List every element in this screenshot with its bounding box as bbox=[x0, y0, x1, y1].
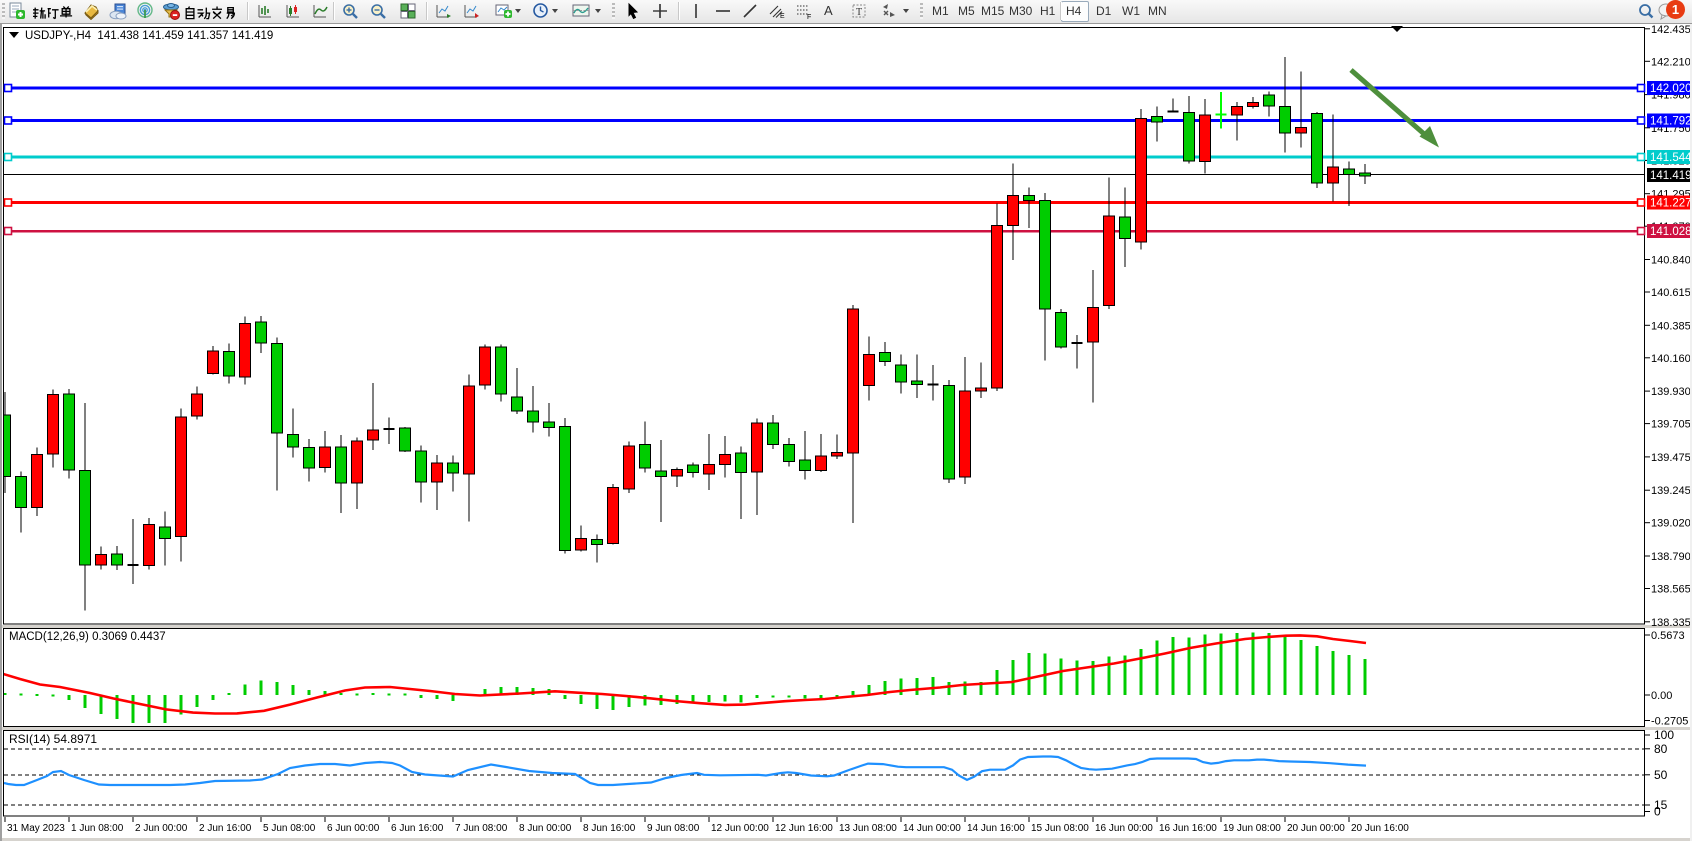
svg-text:141.028: 141.028 bbox=[1650, 226, 1692, 238]
svg-text:2 Jun 16:00: 2 Jun 16:00 bbox=[199, 823, 252, 834]
svg-text:138.335: 138.335 bbox=[1651, 617, 1691, 629]
svg-text:0.5673: 0.5673 bbox=[1651, 630, 1685, 642]
svg-text:140.160: 140.160 bbox=[1651, 353, 1691, 365]
svg-text:20 Jun 16:00: 20 Jun 16:00 bbox=[1351, 823, 1409, 834]
svg-text:6 Jun 16:00: 6 Jun 16:00 bbox=[391, 823, 444, 834]
svg-text:142.020: 142.020 bbox=[1650, 83, 1692, 95]
svg-text:12 Jun 00:00: 12 Jun 00:00 bbox=[711, 823, 769, 834]
svg-text:50: 50 bbox=[1654, 768, 1668, 782]
svg-text:138.565: 138.565 bbox=[1651, 584, 1691, 596]
svg-text:142.435: 142.435 bbox=[1651, 24, 1691, 36]
svg-text:1 Jun 08:00: 1 Jun 08:00 bbox=[71, 823, 124, 834]
svg-text:-0.2705: -0.2705 bbox=[1651, 716, 1688, 728]
svg-text:16 Jun 16:00: 16 Jun 16:00 bbox=[1159, 823, 1217, 834]
svg-text:80: 80 bbox=[1654, 742, 1668, 756]
svg-text:F: F bbox=[807, 14, 811, 20]
svg-text:141.792: 141.792 bbox=[1650, 116, 1692, 128]
svg-text:6 Jun 00:00: 6 Jun 00:00 bbox=[327, 823, 380, 834]
svg-text:9 Jun 08:00: 9 Jun 08:00 bbox=[647, 823, 700, 834]
svg-text:31 May 2023: 31 May 2023 bbox=[7, 823, 65, 834]
svg-text:0.00: 0.00 bbox=[1651, 690, 1672, 702]
svg-text:140.615: 140.615 bbox=[1651, 287, 1691, 299]
svg-text:142.210: 142.210 bbox=[1651, 56, 1691, 68]
svg-text:139.245: 139.245 bbox=[1651, 485, 1691, 497]
svg-text:19 Jun 08:00: 19 Jun 08:00 bbox=[1223, 823, 1281, 834]
svg-text:141.227: 141.227 bbox=[1650, 198, 1692, 210]
svg-text:141.419: 141.419 bbox=[1650, 170, 1692, 182]
svg-text:MACD(12,26,9) 0.3069 0.4437: MACD(12,26,9) 0.3069 0.4437 bbox=[9, 631, 166, 643]
svg-text:139.020: 139.020 bbox=[1651, 518, 1691, 530]
svg-text:7 Jun 08:00: 7 Jun 08:00 bbox=[455, 823, 508, 834]
svg-text:20 Jun 00:00: 20 Jun 00:00 bbox=[1287, 823, 1345, 834]
svg-text:RSI(14) 54.8971: RSI(14) 54.8971 bbox=[9, 732, 97, 746]
svg-text:13 Jun 08:00: 13 Jun 08:00 bbox=[839, 823, 897, 834]
svg-text:139.475: 139.475 bbox=[1651, 452, 1691, 464]
svg-text:15: 15 bbox=[1654, 798, 1668, 812]
svg-text:14 Jun 16:00: 14 Jun 16:00 bbox=[967, 823, 1025, 834]
svg-text:100: 100 bbox=[1654, 728, 1674, 742]
svg-text:2 Jun 00:00: 2 Jun 00:00 bbox=[135, 823, 188, 834]
svg-text:15 Jun 08:00: 15 Jun 08:00 bbox=[1031, 823, 1089, 834]
svg-text:138.790: 138.790 bbox=[1651, 551, 1691, 563]
svg-text:14 Jun 00:00: 14 Jun 00:00 bbox=[903, 823, 961, 834]
svg-text:8 Jun 16:00: 8 Jun 16:00 bbox=[583, 823, 636, 834]
svg-text:139.930: 139.930 bbox=[1651, 386, 1691, 398]
svg-text:16 Jun 00:00: 16 Jun 00:00 bbox=[1095, 823, 1153, 834]
svg-text:T: T bbox=[856, 7, 862, 18]
svg-text:E: E bbox=[780, 13, 785, 20]
svg-text:141.544: 141.544 bbox=[1650, 152, 1692, 164]
svg-text:139.705: 139.705 bbox=[1651, 419, 1691, 431]
svg-text:12 Jun 16:00: 12 Jun 16:00 bbox=[775, 823, 833, 834]
svg-text:140.385: 140.385 bbox=[1651, 320, 1691, 332]
svg-text:140.840: 140.840 bbox=[1651, 255, 1691, 267]
svg-text:0: 0 bbox=[1654, 805, 1661, 819]
svg-text:5 Jun 08:00: 5 Jun 08:00 bbox=[263, 823, 316, 834]
svg-text:USDJPY-,H4 141.438 141.459 14: USDJPY-,H4 141.438 141.459 141.357 141.4… bbox=[25, 30, 273, 42]
svg-text:8 Jun 00:00: 8 Jun 00:00 bbox=[519, 823, 572, 834]
